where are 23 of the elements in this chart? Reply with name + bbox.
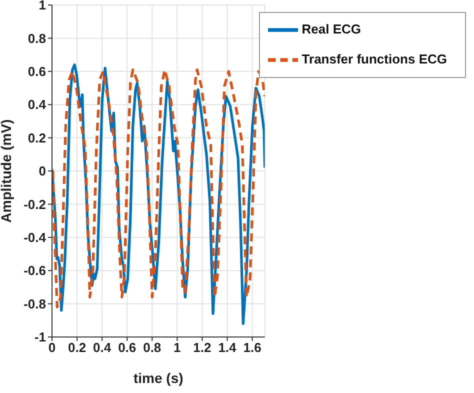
y-tick-label: -0.8 xyxy=(24,296,46,312)
x-tick-label: 1.6 xyxy=(243,340,262,356)
y-tick-label: 1 xyxy=(38,0,46,13)
legend-label: Transfer functions ECG xyxy=(302,51,447,66)
x-tick-label: 0.4 xyxy=(93,340,112,356)
x-tick-label: 1 xyxy=(174,340,181,356)
x-axis-title: time (s) xyxy=(134,370,184,386)
y-axis-title: Amplitude (mV) xyxy=(0,119,14,223)
x-tick-label: 0.8 xyxy=(143,340,162,356)
y-tick-label: -0.4 xyxy=(24,230,47,246)
y-tick-label: -0.6 xyxy=(24,263,46,278)
y-tick-label: -1 xyxy=(34,330,46,345)
x-tick-label: 1.4 xyxy=(218,340,238,356)
x-tick-label: 1.2 xyxy=(193,340,212,356)
legend-label: Real ECG xyxy=(302,21,362,36)
y-tick-label: 0.4 xyxy=(28,97,47,112)
y-tick-label: 0.2 xyxy=(28,130,46,146)
y-tick-label: 0 xyxy=(38,164,46,179)
y-tick-label: -0.2 xyxy=(24,196,46,212)
y-tick-label: 0.6 xyxy=(28,64,46,80)
y-tick-label: 0.8 xyxy=(28,30,46,46)
x-tick-label: 0.2 xyxy=(68,340,86,356)
x-tick-label: 0.6 xyxy=(118,340,136,356)
